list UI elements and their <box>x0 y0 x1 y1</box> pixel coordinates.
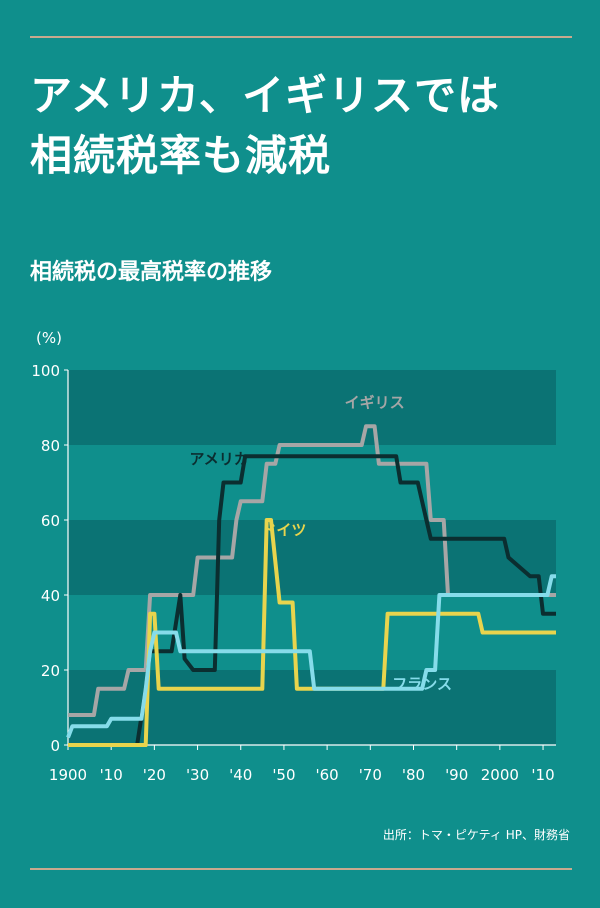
series-label: ドイツ <box>261 521 306 539</box>
y-tick-label: 80 <box>41 437 60 455</box>
series-line-フランス <box>66 574 556 739</box>
chart-axes: (%) 0 20 40 60 80 100 1900 '10 '20 '30 '40 '50 '60 '70… <box>31 329 556 784</box>
x-tick-label: '10 <box>531 766 554 784</box>
y-tick-label: 40 <box>41 587 60 605</box>
title-line-1: アメリカ、イギリスでは <box>30 71 501 120</box>
grid-band <box>68 370 556 445</box>
x-tick-label: '20 <box>143 766 166 784</box>
y-axis-unit: (%) <box>36 329 62 347</box>
x-tick-label: '80 <box>402 766 425 784</box>
series-label: フランス <box>392 675 452 693</box>
grid-bands <box>68 370 556 745</box>
series-line-アメリカ <box>68 454 556 747</box>
grid-band <box>68 520 556 595</box>
series-line-ドイツ <box>68 518 556 747</box>
x-tick-label: '70 <box>359 766 382 784</box>
series-label: アメリカ <box>190 450 249 468</box>
chart-subtitle: 相続税の最高税率の推移 <box>30 260 273 285</box>
x-tick-label: '10 <box>100 766 123 784</box>
y-tick-label: 20 <box>41 662 60 680</box>
x-tick-label: '90 <box>445 766 468 784</box>
y-tick-label: 60 <box>41 512 60 530</box>
x-tick-label: '30 <box>186 766 209 784</box>
page-title: アメリカ、イギリスでは 相続税率も減税 <box>30 66 575 186</box>
top-divider <box>30 36 572 38</box>
source-note: 出所：トマ・ピケティ HP、財務省 <box>382 828 570 842</box>
x-tick-label: '50 <box>272 766 295 784</box>
y-tick-label: 0 <box>50 737 60 755</box>
x-tick-label: '60 <box>316 766 339 784</box>
x-tick-label: '40 <box>229 766 252 784</box>
bottom-divider <box>30 868 572 870</box>
y-tick-label: 100 <box>31 362 60 380</box>
series-line-イギリス <box>68 424 556 717</box>
series-label: イギリス <box>345 394 405 412</box>
series-lines <box>66 424 556 747</box>
x-tick-label: 1900 <box>49 766 87 784</box>
x-tick-label: 2000 <box>481 766 519 784</box>
title-line-2: 相続税率も減税 <box>30 131 332 180</box>
